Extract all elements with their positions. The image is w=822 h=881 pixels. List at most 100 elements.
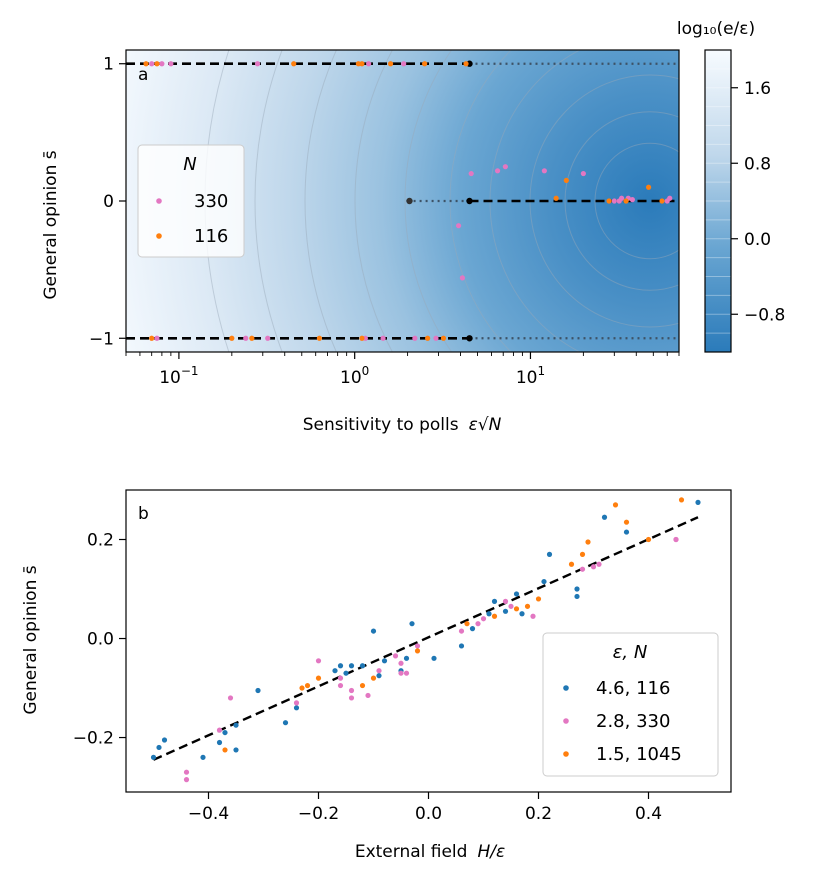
data-point-1.5, 1045 xyxy=(315,675,322,681)
data-point-330 xyxy=(154,335,160,341)
data-point-330 xyxy=(254,61,261,67)
data-point-330 xyxy=(618,195,625,201)
data-point-1.5, 1045 xyxy=(568,561,575,567)
data-point-1.5, 1045 xyxy=(612,502,619,508)
data-point-2.8, 330 xyxy=(403,670,410,676)
data-point-330 xyxy=(265,335,271,341)
y-tick-label: 0.0 xyxy=(87,630,114,650)
data-point-2.8, 330 xyxy=(508,603,514,609)
colorbar-tick-label: −0.8 xyxy=(744,305,785,325)
data-point-2.8, 330 xyxy=(293,700,300,706)
data-point-4.6, 116 xyxy=(486,611,492,617)
data-point-116 xyxy=(425,335,431,341)
data-point-1.5, 1045 xyxy=(464,621,470,627)
data-point-116 xyxy=(606,198,612,204)
data-point-330 xyxy=(243,335,249,341)
data-point-116 xyxy=(291,61,297,67)
data-point-4.6, 116 xyxy=(574,593,580,600)
data-point-116 xyxy=(229,335,235,341)
data-point-2.8, 330 xyxy=(596,561,602,567)
data-point-2.8, 330 xyxy=(590,564,597,570)
data-point-1.5, 1045 xyxy=(524,603,531,609)
x-ticks-b: −0.4 −0.2 0.0 0.2 0.4 xyxy=(188,792,662,824)
data-point-4.6, 116 xyxy=(370,628,377,634)
data-point-2.8, 330 xyxy=(348,695,355,701)
data-point-1.5, 1045 xyxy=(623,519,630,525)
legend-marker-330 xyxy=(156,198,162,204)
panel-label-b: b xyxy=(138,504,149,524)
data-point-2.8, 330 xyxy=(376,668,382,674)
data-point-4.6, 116 xyxy=(216,739,223,746)
y-ticks-b: 0.2 0.0 −0.2 xyxy=(73,531,126,749)
fit-line xyxy=(153,516,699,761)
data-point-1.5, 1045 xyxy=(579,551,586,557)
data-point-4.6, 116 xyxy=(623,529,630,535)
colorbar-frame xyxy=(704,49,732,353)
data-point-4.6, 116 xyxy=(255,687,261,694)
legend-marker-1-5 xyxy=(563,751,569,757)
data-point-4.6, 116 xyxy=(431,655,437,661)
data-point-4.6, 116 xyxy=(376,673,382,679)
data-point-4.6, 116 xyxy=(491,598,498,604)
data-point-2.8, 330 xyxy=(337,682,344,689)
data-point-116 xyxy=(316,335,323,341)
legend-label-1-5: 1.5, 1045 xyxy=(596,744,682,765)
data-point-2.8, 330 xyxy=(480,616,487,622)
data-point-4.6, 116 xyxy=(343,670,349,676)
data-point-1.5, 1045 xyxy=(491,613,498,619)
data-point-116 xyxy=(440,335,447,341)
data-point-1.5, 1045 xyxy=(370,675,377,681)
y-tick-label: 0 xyxy=(103,192,114,212)
data-point-330 xyxy=(366,61,372,67)
data-point-4.6, 116 xyxy=(282,720,289,726)
data-point-116 xyxy=(149,335,155,341)
data-point-4.6, 116 xyxy=(359,663,366,669)
data-point-2.8, 330 xyxy=(183,777,190,783)
theory-lines xyxy=(126,60,679,342)
data-point-4.6, 116 xyxy=(469,626,476,632)
data-point-4.6, 116 xyxy=(574,586,580,592)
data-point-330 xyxy=(380,335,386,341)
data-point-330 xyxy=(502,164,508,170)
data-point-4.6, 116 xyxy=(200,754,206,760)
x-tick-label: 0.4 xyxy=(635,804,662,824)
data-point-4.6, 116 xyxy=(409,621,415,627)
data-point-1.5, 1045 xyxy=(222,747,228,753)
data-point-4.6, 116 xyxy=(513,591,520,597)
y-ticks-a: 1 0 −1 xyxy=(89,55,126,349)
data-point-330 xyxy=(433,335,439,341)
critical-point xyxy=(406,197,413,205)
data-point-2.8, 330 xyxy=(183,769,190,775)
data-point-116 xyxy=(623,198,629,204)
data-point-2.8, 330 xyxy=(398,670,404,676)
panel-label-a: a xyxy=(138,65,148,85)
scatter-points-b xyxy=(150,497,701,783)
x-tick-label: 0.2 xyxy=(525,804,552,824)
colorbar-ticks: 1.6 0.8 0.0 −0.8 xyxy=(731,79,785,325)
data-point-2.8, 330 xyxy=(502,598,509,604)
x-tick-label: −0.2 xyxy=(298,804,339,824)
data-point-2.8, 330 xyxy=(315,658,322,664)
data-point-116 xyxy=(422,61,428,67)
data-point-4.6, 116 xyxy=(348,663,355,669)
legend-label-330: 330 xyxy=(194,191,228,212)
data-point-116 xyxy=(154,61,160,67)
data-point-116 xyxy=(387,61,394,67)
data-point-2.8, 330 xyxy=(392,653,399,659)
panel-a: 10−1 100 101 1 0 −1 a Sensitivity to polls ε√… xyxy=(41,19,785,435)
data-point-4.6, 116 xyxy=(502,608,509,614)
critical-point xyxy=(466,197,473,205)
critical-point xyxy=(466,335,473,342)
data-point-330 xyxy=(459,275,465,281)
data-point-2.8, 330 xyxy=(348,687,355,694)
legend-marker-116 xyxy=(156,233,162,239)
y-axis-label-a: General opinion s̄ xyxy=(41,150,61,299)
y-tick-label: −1 xyxy=(89,329,114,349)
contour-line xyxy=(304,50,338,352)
colorbar: 1.6 0.8 0.0 −0.8 log₁₀(e/ε) xyxy=(677,19,785,353)
data-point-1.5, 1045 xyxy=(414,648,421,654)
x-tick-label: 10−1 xyxy=(159,364,198,388)
legend-label-2-8: 2.8, 330 xyxy=(596,711,670,732)
contour-line xyxy=(564,111,679,291)
